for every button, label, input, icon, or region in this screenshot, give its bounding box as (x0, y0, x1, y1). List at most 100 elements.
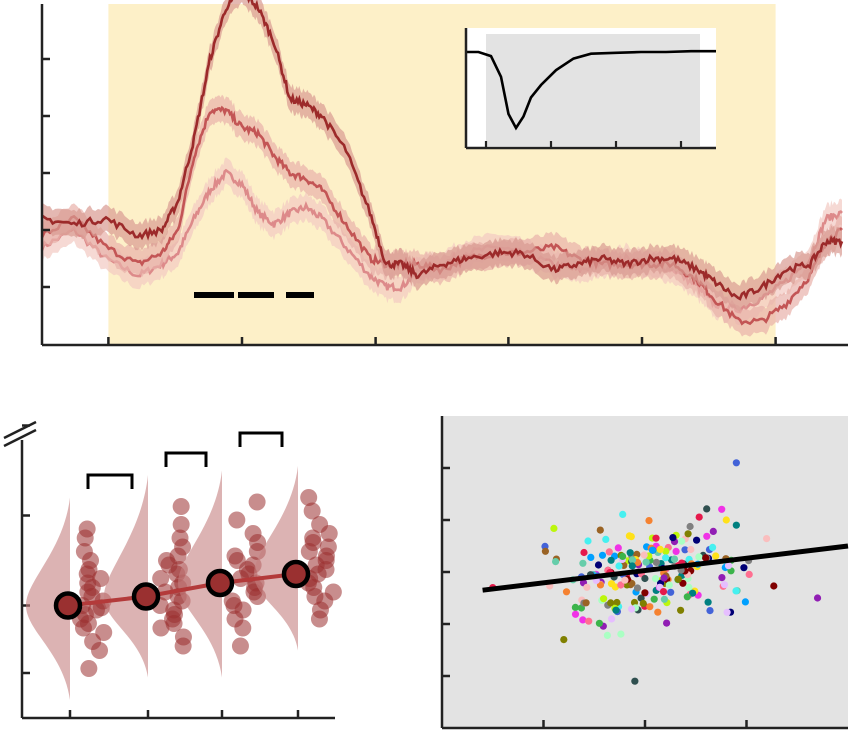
scatter-point (679, 579, 687, 587)
data-point (172, 498, 190, 515)
scatter-point (594, 561, 603, 569)
scatter-point (571, 603, 580, 612)
scatter-point (667, 588, 675, 596)
inset-panel (464, 28, 716, 150)
scatter-point (732, 459, 740, 467)
scatter-point (560, 636, 568, 644)
scatter-point (628, 556, 637, 564)
scatter-point (763, 535, 771, 543)
scatter-point (648, 546, 657, 554)
scatter-point (720, 581, 729, 589)
scatter-point (693, 536, 701, 544)
scatter-point (579, 559, 587, 567)
scatter-point (617, 630, 625, 638)
timecourse-panel (40, 0, 848, 347)
series-1-line (41, 0, 844, 301)
scatter-point (603, 631, 612, 640)
scatter-point (659, 588, 668, 596)
violin-half-1 (26, 497, 70, 700)
scatter-point (596, 581, 605, 589)
scatter-point (607, 599, 615, 607)
axis-break-mark (3, 420, 37, 440)
scatter-point (732, 587, 740, 595)
scatter-point (677, 606, 685, 614)
scatter-point (571, 610, 580, 618)
violin-half-4 (254, 466, 298, 651)
scatter-point (706, 607, 714, 615)
scatter-point (722, 516, 730, 524)
scatter-point (703, 505, 711, 513)
scatter-point (583, 583, 591, 591)
data-point (223, 592, 241, 610)
scatter-point (598, 551, 607, 559)
scatter-point (656, 545, 664, 554)
scatter-point (626, 549, 634, 557)
scatter-point (582, 599, 590, 607)
scatter-point (646, 603, 654, 611)
scatter-point (704, 598, 712, 606)
scatter-point (695, 513, 703, 521)
data-point (152, 570, 170, 587)
data-point (172, 516, 190, 533)
series-1-error-band (42, 0, 842, 312)
condition-mean-marker (205, 568, 235, 598)
data-point (75, 543, 93, 560)
scatter-point (665, 581, 673, 589)
data-point (244, 525, 262, 542)
scatter-point (602, 535, 610, 544)
scatter-point (627, 533, 635, 541)
data-point (319, 538, 337, 556)
data-point (248, 493, 266, 511)
data-point (174, 628, 192, 646)
data-point (311, 516, 329, 533)
scatter-point (617, 581, 625, 589)
scatter-point (628, 562, 636, 570)
scatter-point (684, 530, 692, 538)
scatter-point (605, 548, 613, 556)
scatter-point (660, 595, 669, 603)
scatter-point (652, 534, 660, 542)
inset-waveform-line (466, 49, 716, 131)
scatter-point (628, 605, 636, 613)
violin-half-2 (104, 475, 148, 678)
scatter-point (724, 562, 733, 570)
scatter-point (670, 555, 679, 563)
scatter-point (687, 545, 695, 554)
data-point (226, 547, 244, 565)
scatter-point (683, 593, 691, 601)
series-2-error-band (42, 94, 842, 337)
scatter-point (580, 548, 588, 557)
scatter-point (595, 619, 604, 627)
scatter-point (612, 606, 620, 614)
scatter-point (685, 583, 693, 592)
scatter-point (718, 574, 726, 582)
data-point (80, 660, 98, 677)
data-point (324, 583, 342, 601)
scatter-point (550, 524, 558, 533)
scatter-point (631, 677, 639, 685)
data-point (231, 637, 249, 655)
scatter-point (650, 595, 658, 603)
scatter-point (615, 562, 623, 570)
scatter-point (596, 526, 604, 534)
data-point (304, 529, 322, 547)
scatter-point (552, 558, 560, 566)
scatter-point (674, 575, 682, 583)
scatter-point (695, 553, 703, 561)
scatter-point (614, 544, 622, 552)
scatter-point (619, 552, 627, 561)
scatter-point (607, 556, 615, 564)
data-point (303, 502, 321, 520)
scatter-point (608, 615, 616, 623)
scatter-point (587, 553, 595, 562)
scatter-point (621, 576, 629, 584)
regression-line (482, 543, 849, 593)
comparison-bracket (164, 451, 208, 467)
scatter-point (645, 517, 653, 525)
scatter-point (741, 598, 750, 606)
condition-mean-marker (281, 559, 311, 589)
condition-mean-marker (53, 591, 83, 620)
scatter-point (585, 617, 593, 625)
scatter-point (770, 582, 778, 590)
